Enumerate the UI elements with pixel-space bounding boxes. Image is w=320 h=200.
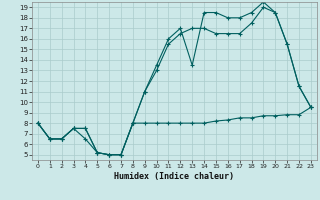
X-axis label: Humidex (Indice chaleur): Humidex (Indice chaleur): [115, 172, 234, 181]
